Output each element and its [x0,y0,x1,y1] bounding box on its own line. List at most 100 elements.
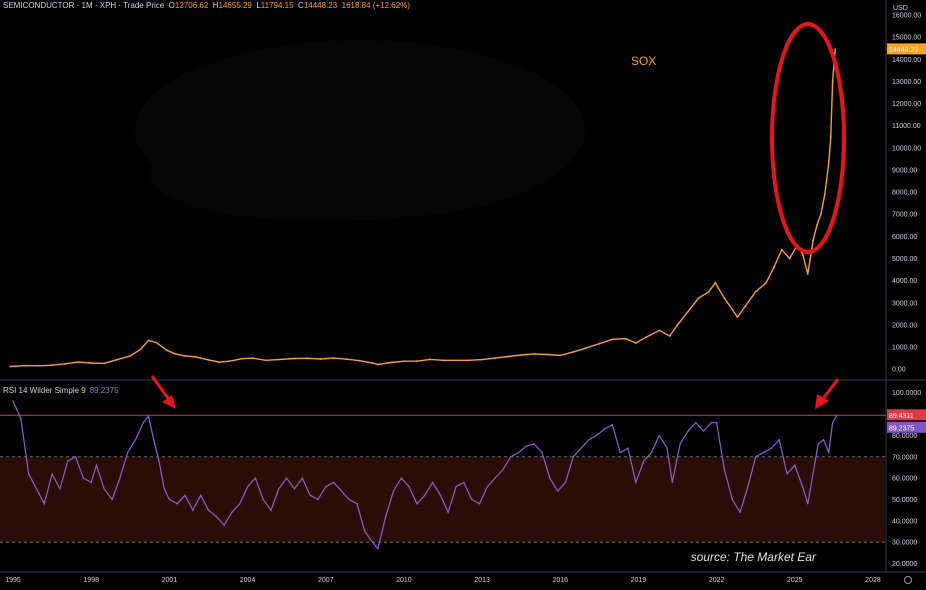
rsi-point [510,456,512,458]
arrow-left [150,375,176,409]
price-tick-label: 9000.00 [892,167,917,174]
rsi-header: RSI 14 Wilder Simple 9 89.2375 [3,386,119,395]
rsi-point [710,421,713,424]
rsi-point [285,477,288,479]
price-point [533,353,536,355]
price-tick-label: 2000.00 [892,322,917,329]
rsi-point [463,481,465,484]
price-point [319,358,322,360]
rsi-point [35,488,38,490]
last-rsi-label: 89.2375 [887,421,926,433]
price-point [228,360,231,363]
price-point [546,353,549,356]
rsi-point [424,494,426,496]
rsi-point [603,428,606,430]
rsi-point [755,456,757,458]
last-rsi-label-text: 89.2375 [889,425,914,432]
rsi-point [239,503,241,505]
rsi-point [786,473,788,475]
rsi-point [666,447,668,449]
close-label: C [298,1,304,10]
price-point [645,336,648,338]
rsi-point [127,451,129,454]
rsi-point [635,481,637,484]
rsi-point [455,486,457,488]
rsi-point [817,443,819,445]
time-tick-label: 2013 [474,577,490,584]
rsi-tick-label: 100.0000 [892,390,921,397]
redaction-blob-part [150,130,450,220]
rsi-point [163,488,165,490]
price-point [668,335,671,337]
price-tick-label: 10000.00 [892,145,921,152]
rsi-point [43,503,45,505]
rsi-point [619,451,621,454]
rsi-value: 89.2375 [89,386,119,395]
price-tick-label: 12000.00 [892,101,921,108]
price-series [9,48,837,368]
price-point [429,358,431,361]
rsi-point [572,456,574,458]
rsi-point [82,477,85,479]
change-value: 1618.84 (+12.62%) [341,1,410,10]
rsi-point [471,498,473,501]
time-tick-label: 2004 [240,577,256,584]
rsi-point [309,494,311,496]
rsi-point [431,481,434,484]
rsi-point [778,439,780,441]
rsi-point [301,477,303,479]
settings-icon[interactable] [904,576,912,584]
rsi-point [348,498,350,501]
rsi-band [0,414,886,543]
price-point [754,290,757,293]
overbought-value-label: 89.4311 [887,409,926,421]
price-point [103,362,106,365]
rsi-point [111,498,113,501]
price-point [494,357,496,359]
price-point [676,324,679,326]
time-tick-label: 2022 [709,577,725,584]
price-point [714,281,717,284]
price-point [611,338,614,341]
rsi-point [416,503,418,505]
price-point [403,360,405,363]
price-point [345,358,348,361]
rsi-point [74,456,77,458]
time-tick-label: 2001 [162,577,178,584]
price-point [77,361,80,363]
price-point [780,248,783,251]
rsi-point [494,477,496,479]
price-point [165,349,168,352]
time-tick-label: 2016 [552,577,568,584]
rsi-point [627,447,629,449]
rsi-point [147,415,150,417]
price-point [241,357,244,360]
rsi-point [747,486,749,488]
price-point [264,359,267,362]
open-value: 12706.62 [174,1,209,10]
price-tick-label: 7000.00 [892,212,917,219]
time-tick-label: 1995 [5,577,21,584]
rsi-point [192,509,194,511]
rsi-tick-label: 20.0000 [892,561,917,568]
price-tick-label: 4000.00 [892,278,917,285]
time-tick-label: 2007 [318,577,334,584]
price-point [194,355,197,358]
rsi-point [200,494,202,496]
low-label: L [256,1,261,10]
rsi-point [332,481,335,484]
price-point [723,297,726,300]
price-point [358,359,361,362]
open-label: O [168,1,175,10]
price-point [116,358,119,361]
time-axis-ticks: 1995 1998 2001 2004 2007 2010 2013 2016 2019 2022… [5,577,881,584]
rsi-point [541,451,543,454]
chart-header: SEMICONDUCTOR · 1M · XPH · Trade Price O… [3,1,410,10]
price-point [731,308,734,311]
price-tick-label: 13000.00 [892,79,921,86]
price-point [251,357,254,359]
price-tick-label: 14000.00 [892,57,921,64]
symbol-label: SEMICONDUCTOR · 1M · XPH · Trade Price [3,1,165,10]
rsi-point [377,547,379,550]
